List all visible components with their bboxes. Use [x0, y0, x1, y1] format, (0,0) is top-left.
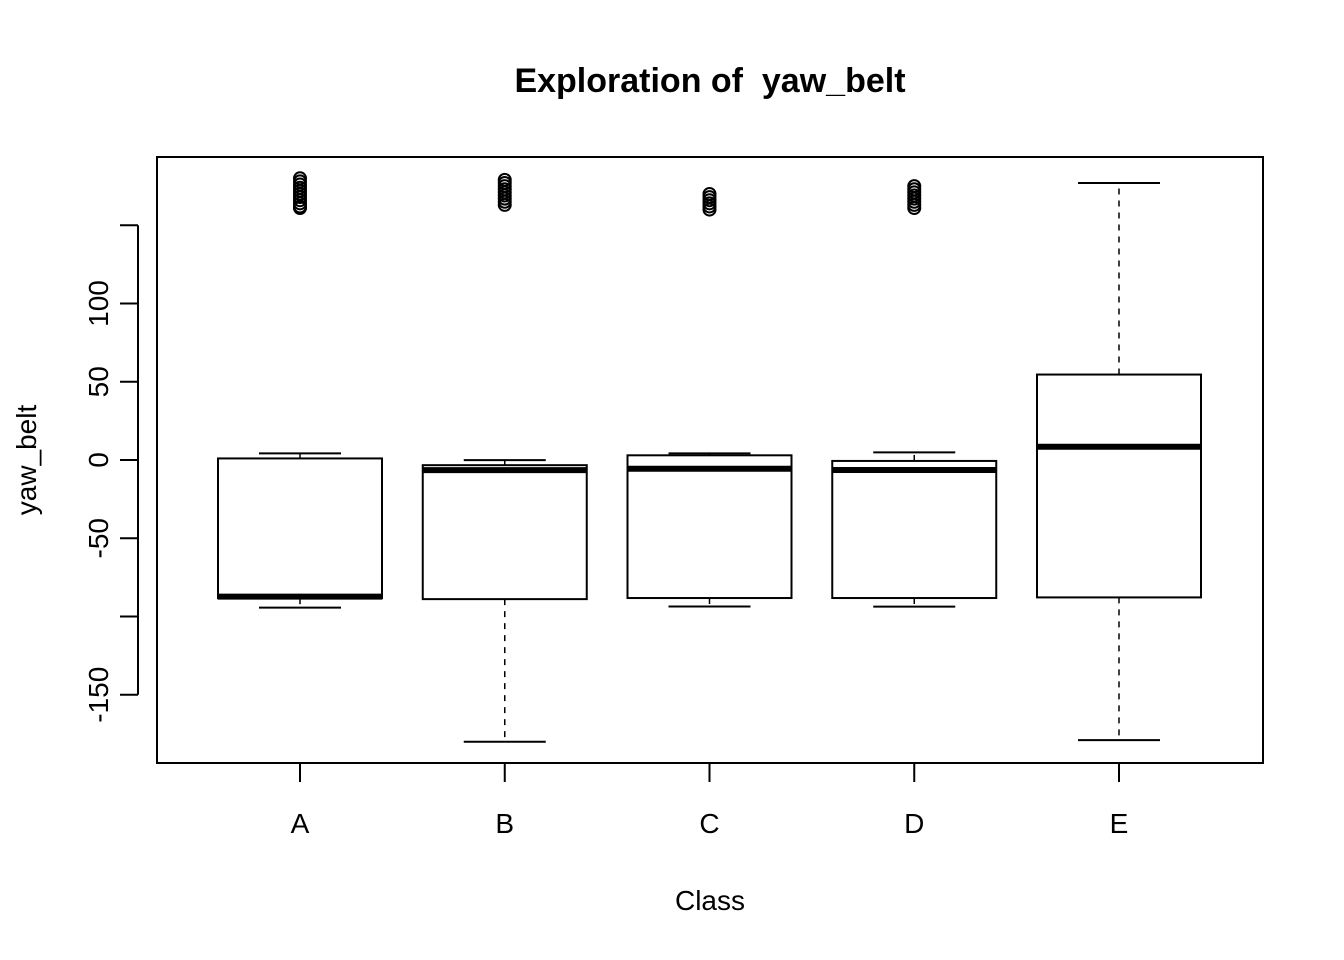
x-tick-label: D: [904, 808, 924, 839]
box-e: [1036, 181, 1202, 742]
boxes-layer: [217, 171, 1202, 743]
y-tick-label: -150: [83, 667, 114, 723]
iqr-box: [626, 454, 793, 600]
y-axis: -150 -50 0 50 100: [83, 224, 139, 723]
iqr-box: [421, 464, 588, 601]
iqr-box: [217, 457, 383, 600]
box-d: [831, 179, 998, 608]
y-axis-label: yaw_belt: [11, 405, 42, 516]
y-tick-label: 0: [83, 452, 114, 468]
y-tick-label: -50: [83, 518, 114, 558]
outlier-point: [293, 171, 307, 186]
x-tick-label: B: [495, 808, 514, 839]
outlier-point: [907, 179, 922, 194]
y-tick-label: 50: [83, 366, 114, 397]
box-b: [421, 172, 588, 743]
x-tick-label: A: [291, 808, 310, 839]
outlier-point: [497, 172, 512, 187]
iqr-box: [1036, 373, 1202, 599]
box-a: [217, 171, 383, 609]
y-tick-label: 100: [83, 280, 114, 327]
chart-title: Exploration of yaw_belt: [514, 62, 905, 100]
x-axis: A B C D E: [291, 762, 1129, 839]
x-tick-label: C: [699, 808, 719, 839]
outlier-point: [702, 186, 717, 201]
x-tick-label: E: [1110, 808, 1129, 839]
iqr-box: [831, 459, 998, 600]
x-axis-label: Class: [675, 885, 745, 916]
box-c: [626, 186, 793, 608]
